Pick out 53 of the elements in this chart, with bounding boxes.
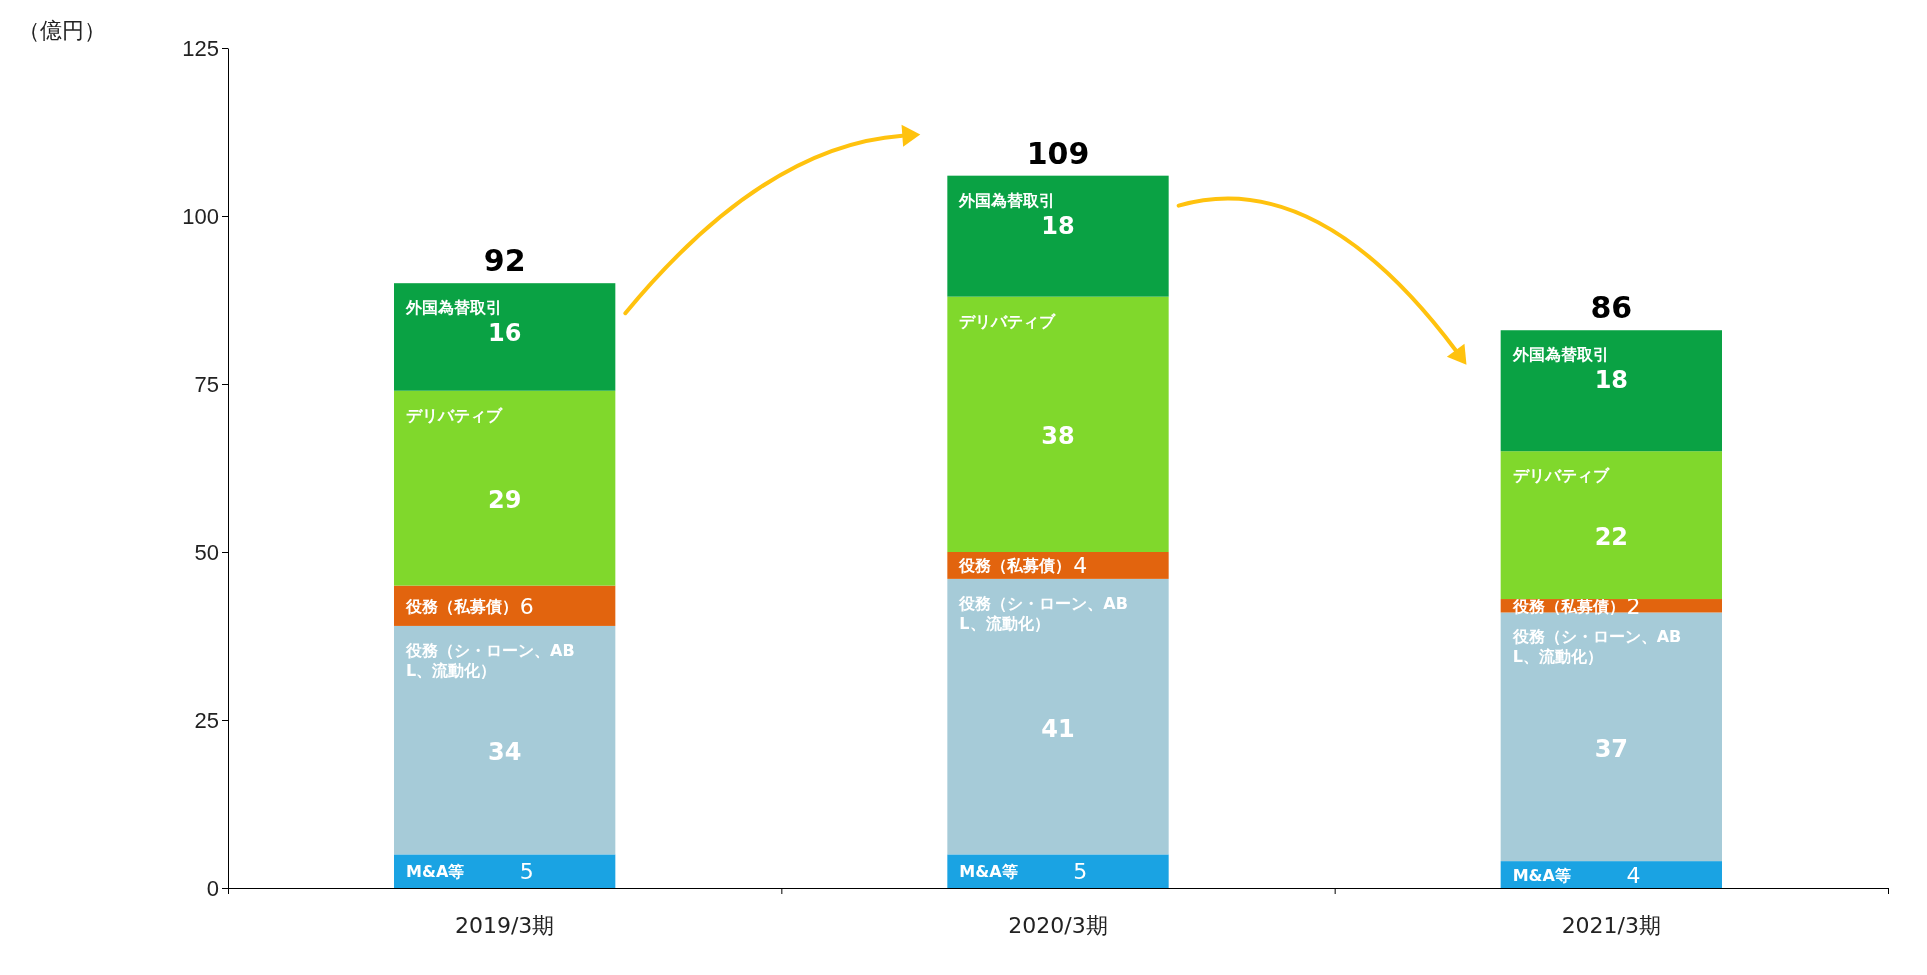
data-label: 5	[1073, 859, 1088, 885]
y-tick-label: 25	[194, 707, 219, 733]
text: 役務（シ・ローン、ABL、流動化）	[1512, 627, 1682, 667]
series-label: 役務（シ・ローン、ABL、流動化）	[405, 640, 575, 680]
data-label: 4	[1073, 553, 1088, 579]
total-label: 92	[483, 243, 526, 279]
bar	[1500, 451, 1722, 600]
text: 役務（私募債）	[406, 596, 518, 616]
series-label: 役務（私募債）	[1511, 596, 1625, 616]
text: M&A等	[959, 862, 1018, 882]
data-label: 38	[1041, 422, 1075, 451]
bar	[947, 854, 1169, 888]
data-label: 29	[487, 486, 522, 515]
data-label: 5	[519, 859, 534, 885]
y-tick-label: 50	[194, 539, 219, 565]
total-label: 109	[1026, 135, 1090, 171]
bar	[947, 175, 1169, 297]
text: M&A等	[406, 862, 465, 882]
bar	[394, 283, 616, 391]
data-label: 41	[1041, 714, 1075, 743]
series-label: 外国為替取引	[405, 298, 502, 318]
total-label: 86	[1590, 290, 1633, 326]
text: デリバティブ	[1512, 466, 1609, 486]
bar	[1500, 861, 1722, 888]
data-label: 37	[1594, 734, 1629, 763]
y-tick-label: 75	[194, 371, 219, 397]
bar	[1500, 330, 1722, 452]
data-label: 18	[1041, 211, 1075, 240]
bar	[394, 854, 616, 888]
data-label: 4	[1626, 862, 1641, 888]
series-label: デリバティブ	[406, 405, 503, 425]
y-tick-label: 100	[182, 203, 219, 229]
data-label: 22	[1594, 523, 1629, 552]
y-tick-label: 0	[206, 875, 219, 901]
data-label: 18	[1594, 366, 1629, 395]
bar	[947, 578, 1169, 855]
y-axis-title: （億円）	[18, 18, 106, 43]
series-label: M&A等	[1512, 865, 1571, 885]
x-tick-label: 2020/3期	[1008, 913, 1108, 938]
text: デリバティブ	[959, 311, 1056, 331]
text: 外国為替取引	[1512, 345, 1609, 365]
text: 外国為替取引	[959, 190, 1056, 210]
data-label: 16	[487, 319, 522, 348]
text: 役務（シ・ローン、ABL、流動化）	[959, 593, 1128, 633]
y-tick-label: 125	[182, 35, 219, 61]
data-label: 6	[519, 593, 534, 619]
bar	[394, 390, 616, 586]
x-tick-label: 2019/3期	[454, 913, 555, 938]
data-label: 34	[487, 738, 522, 767]
text: 役務（私募債）	[959, 556, 1072, 576]
bar	[947, 296, 1169, 552]
x-tick-label: 2021/3期	[1561, 913, 1662, 938]
bar	[394, 625, 616, 855]
